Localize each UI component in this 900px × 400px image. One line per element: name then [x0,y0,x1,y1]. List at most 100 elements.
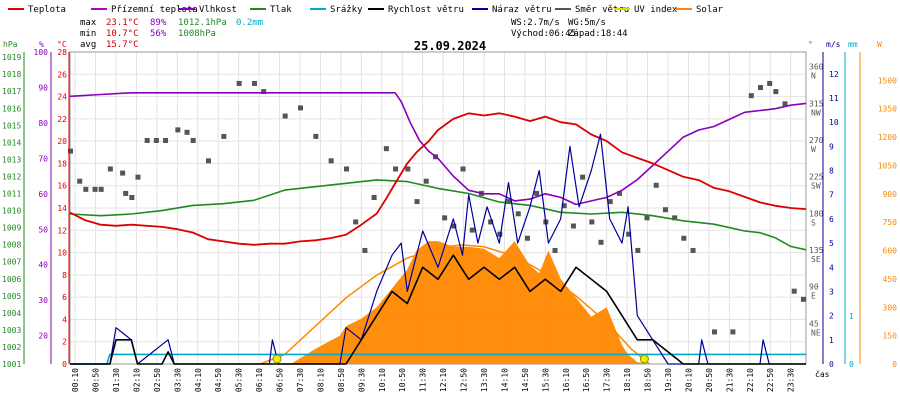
wind-dir-point [589,219,595,225]
stat-min-hum: 56% [150,29,167,39]
tick-direction-deg: 225 [809,173,824,182]
wind-dir-point [653,182,659,188]
series-wind-speed [70,254,806,365]
wind-dir-point [782,101,788,107]
wind-direction-layer [68,80,806,335]
tick-direction-label: N [811,72,816,81]
wind-gust-info: WG:5m/s [568,18,606,28]
legend-label: Teplota [28,5,66,15]
tick-pressure: 1012 [2,172,21,181]
tick-direction-label: S [811,218,816,227]
tick-speed: 2 [829,312,834,321]
legend-label: UV index [634,5,678,15]
tick-pressure: 1005 [2,292,21,301]
stat-avg-temp: 15.7°C [106,40,139,50]
series-humidity [69,92,807,206]
tick-solar: 600 [883,247,898,256]
stat-min-temp: 10.7°C [106,29,139,39]
wind-dir-point [561,203,567,209]
tick-time: 15:30 [541,368,550,392]
tick-solar: 1500 [878,76,897,85]
wind-dir-point [773,89,779,95]
wind-dir-point [184,129,190,135]
wind-dir-point [252,80,257,86]
tick-time: 14:10 [500,368,509,392]
tick-pressure: 1017 [2,87,21,96]
tick-time: 09:30 [357,368,366,392]
tick-solar: 450 [883,275,898,284]
wind-dir-point [153,137,159,143]
wind-dir-point [328,158,334,164]
tick-pressure: 1008 [2,241,21,250]
tick-time: 06:10 [255,368,264,392]
wind-dir-point [383,146,389,152]
tick-direction-deg: 90 [809,283,819,292]
tick-temperature: 22 [57,115,67,124]
tick-time: 10:50 [398,368,407,392]
tick-temperature: 2 [62,338,67,347]
stat-avg-label: avg [80,40,96,50]
wind-dir-point [506,199,512,205]
tick-temperature: 16 [57,182,67,191]
unit-temp: °C [57,40,67,49]
wind-dir-point [405,166,411,172]
tick-pressure: 1014 [2,138,21,147]
tick-temperature: 8 [62,271,67,280]
tick-temperature: 26 [57,70,67,79]
unit-rain: mm [848,40,858,49]
tick-speed: 8 [829,167,834,176]
tick-speed: 5 [829,239,834,248]
tick-speed: 1 [829,336,834,345]
wind-dir-point [607,199,613,205]
tick-time: 03:30 [173,368,182,392]
tick-time: 20:10 [684,368,693,392]
wind-dir-point [767,80,773,86]
tick-time: 18:10 [623,368,632,392]
tick-temperature: 28 [57,48,67,57]
wind-dir-point [672,215,678,221]
wind-dir-point [690,247,696,253]
tick-humidity: 60 [38,190,48,199]
tick-time: 11:30 [419,368,428,392]
tick-speed: 6 [829,215,834,224]
wind-dir-point [313,133,319,139]
wind-dir-point [123,190,129,196]
tick-time: 04:10 [194,368,203,392]
wind-dir-point [730,329,736,335]
tick-rain: 0 [849,360,854,369]
tick-time: 06:50 [276,368,285,392]
tick-solar: 750 [883,218,898,227]
chart-title: 25.09.2024 [414,39,486,53]
wind-dir-point [712,329,717,335]
tick-direction-deg: 315 [809,99,824,108]
wind-dir-point [570,223,576,229]
wind-dir-point [120,170,126,176]
legend: Teplota Přízemní teplota Vlhkost Tlak Srážky… [8,5,724,15]
tick-solar: 150 [883,332,898,341]
series-solar-clear-sky [259,244,651,365]
sun-markers [272,354,649,364]
tick-pressure: 1011 [2,190,21,199]
tick-solar: 300 [883,303,898,312]
wind-dir-point [488,219,494,225]
stat-max-press: 1012.1hPa [178,18,227,28]
tick-time: 10:10 [378,368,387,392]
wind-dir-point [414,199,420,205]
wind-dir-point [206,158,211,164]
unit-solar: W [877,40,882,49]
tick-time: 08:10 [316,368,325,392]
stat-min-press: 1008hPa [178,29,216,39]
tick-time: 04:50 [214,368,223,392]
tick-pressure: 1003 [2,326,21,335]
series-lines [69,92,807,365]
tick-speed: 10 [829,118,839,127]
unit-hum: % [39,40,44,49]
unit-time: čas [815,369,830,379]
wind-dir-point [758,85,763,91]
tick-solar: 0 [892,360,897,369]
tick-speed: 7 [829,191,834,200]
tick-solar: 900 [883,190,898,199]
legend-label: Srážky [330,5,363,15]
tick-time: 07:30 [296,368,305,392]
stat-max-label: max [80,18,97,28]
